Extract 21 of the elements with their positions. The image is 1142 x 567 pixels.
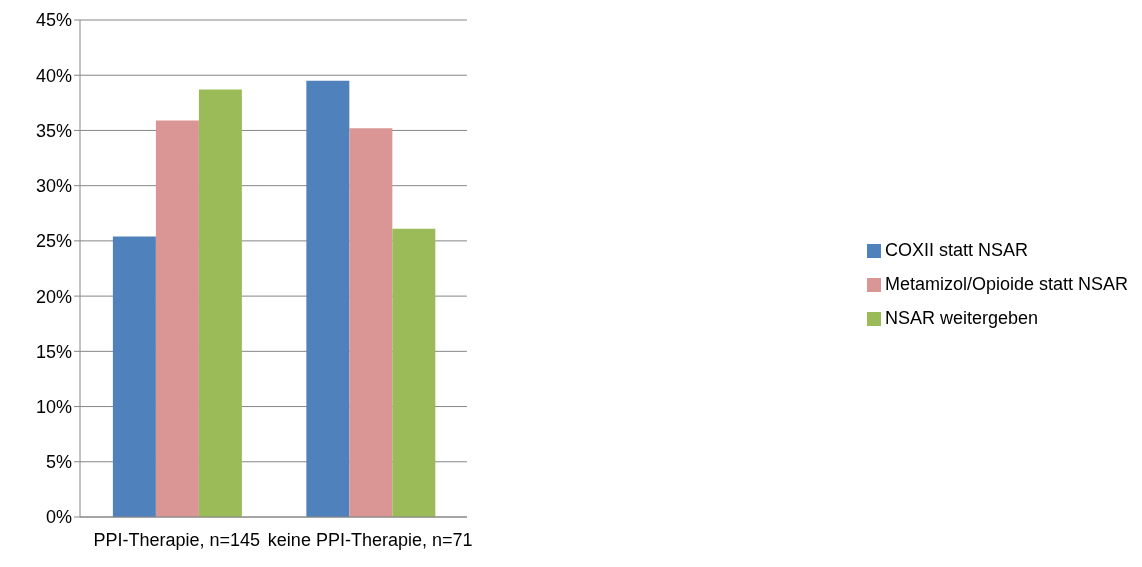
x-tick-label: keine PPI-Therapie, n=71 [267, 529, 473, 550]
y-tick-label: 35% [35, 120, 72, 141]
y-tick-label: 0% [45, 507, 72, 528]
legend-label: COXII statt NSAR [884, 239, 1028, 260]
y-tick-label: 45% [35, 10, 72, 31]
bar [349, 128, 393, 517]
y-tick-label: 20% [35, 286, 72, 307]
bar [112, 236, 156, 517]
y-tick-label: 40% [35, 65, 72, 86]
bar [392, 228, 436, 517]
bar [198, 89, 242, 517]
y-tick-label: 25% [35, 231, 72, 252]
y-tick-label: 30% [35, 176, 72, 197]
x-tick-label: PPI-Therapie, n=145 [93, 529, 261, 550]
bar [306, 80, 350, 517]
y-tick-label: 10% [35, 396, 72, 417]
bar [155, 120, 199, 517]
y-tick-label: 15% [35, 341, 72, 362]
legend-label: Metamizol/Opioide statt NSAR [884, 273, 1128, 294]
y-tick-label: 5% [45, 452, 72, 473]
legend-label: NSAR weitergeben [884, 307, 1038, 328]
